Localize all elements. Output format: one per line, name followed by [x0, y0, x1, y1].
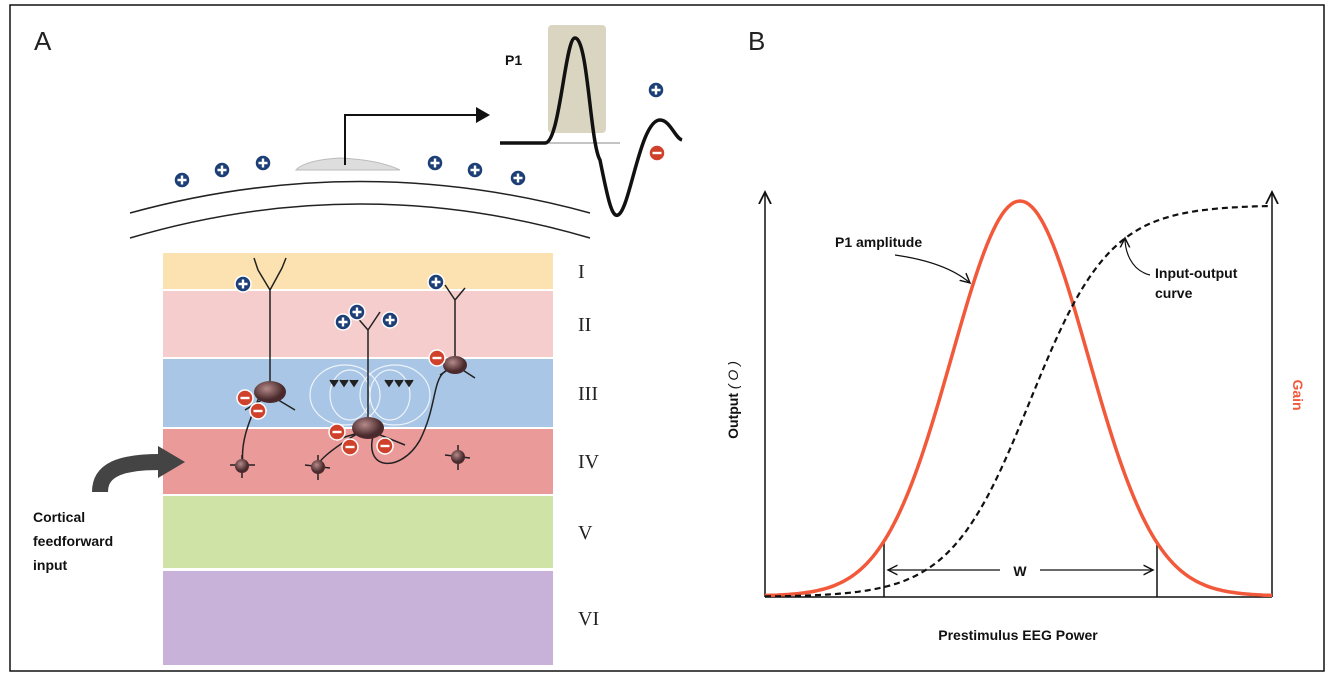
sigmoid-label: curve: [1155, 285, 1193, 301]
input-arrowhead: [158, 446, 185, 478]
layer-label: IV: [578, 451, 600, 473]
layers: [163, 253, 553, 665]
axes: [765, 192, 1272, 598]
gaussian-label: P1 amplitude: [835, 234, 922, 250]
input-label: Cortical: [33, 509, 85, 525]
layer-label: V: [578, 522, 593, 544]
layer-label: I: [578, 261, 585, 283]
gain-curve: [764, 199, 1273, 598]
layer-label: VI: [578, 608, 599, 630]
neurons: [230, 257, 476, 480]
electrode: [294, 157, 401, 171]
layer-label: II: [578, 314, 591, 336]
input-output-curve: [764, 204, 1273, 598]
frame: [9, 4, 1325, 672]
layer-label: III: [578, 383, 598, 405]
x-axis-title: Prestimulus EEG Power: [938, 627, 1098, 643]
sigmoid-label: Input-output: [1155, 265, 1238, 281]
field-lines: [309, 364, 431, 426]
width-label: W: [1013, 563, 1027, 579]
waveform-label: P1: [505, 52, 522, 68]
signal-arrow: [344, 107, 490, 165]
y-axis-symbol: ( O ): [725, 361, 741, 389]
input-arrow: [92, 454, 161, 493]
scalp: [129, 180, 591, 239]
gaussian-pointer: [894, 254, 970, 283]
sigmoid-pointer: [1125, 238, 1151, 276]
input-label: input: [33, 557, 68, 573]
panel-label: A: [34, 26, 52, 56]
input-label: feedforward: [33, 533, 113, 549]
waveform: [500, 36, 683, 217]
panel-label: B: [748, 26, 765, 56]
y-axis-title: Output ( O ): [725, 361, 741, 439]
y2-axis-title: Gain: [1290, 379, 1306, 410]
y-axis-label: Output: [725, 393, 741, 439]
